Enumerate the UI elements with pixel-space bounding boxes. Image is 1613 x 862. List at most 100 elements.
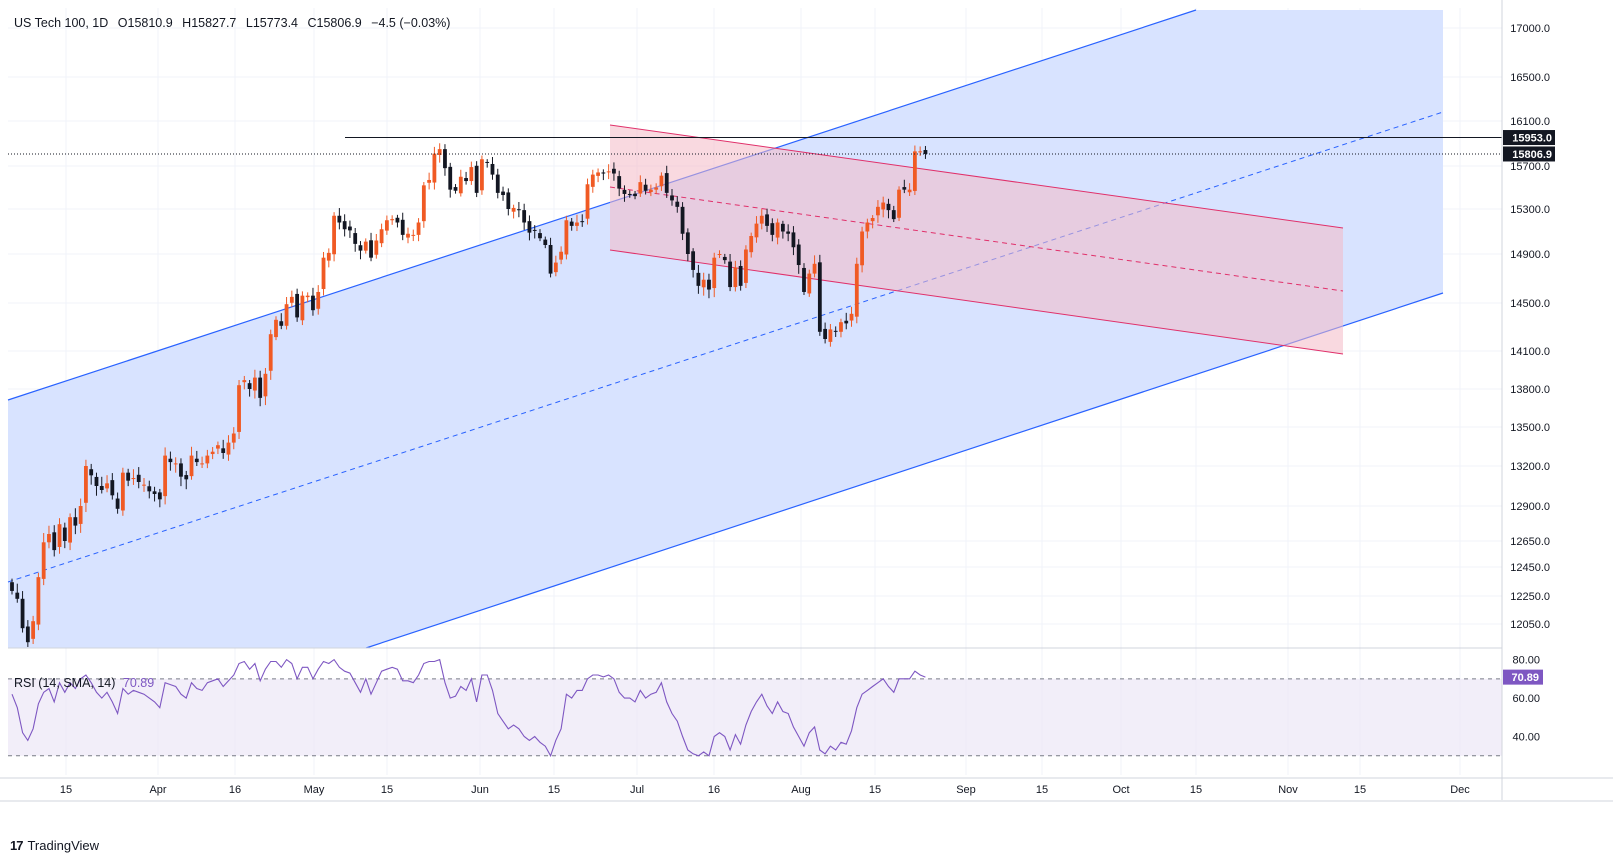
candle-body [73,517,78,526]
candle-body [633,193,637,197]
candle-body [907,189,912,193]
candle-body [400,219,405,235]
time-tick-label: 15 [60,784,72,796]
candle-body [432,153,437,183]
ascending-channel-lower-line [365,292,1444,649]
candle-body [865,222,870,232]
candle-body [99,486,104,490]
price-tick-label: 16500.0 [1510,72,1550,84]
candle-body [47,534,51,543]
candle-body [860,231,864,266]
candle-body [337,215,342,223]
candle-body [94,476,99,486]
rsi-value-tag [1503,669,1543,685]
candle-body [728,261,732,288]
price-tick-label: 12450.0 [1510,562,1550,574]
candle-body [849,313,854,321]
time-tick-label: Aug [791,784,811,796]
candle-body [395,217,400,223]
rsi-panel: 80.00 60.00 40.00 70.89 [8,655,1543,758]
candle-body [722,256,727,261]
candle-body [543,239,548,245]
rsi-tick-label: 80.00 [1512,655,1540,667]
candle-body [765,214,769,226]
candle-body [828,329,833,342]
candle-body [707,279,711,290]
price-label-text: 15953.0 [1512,133,1552,145]
candle-body [274,319,278,338]
tradingview-brand: TradingView [27,838,100,853]
candle-body [638,182,643,194]
candle-body [495,174,500,193]
candle-body [617,176,622,189]
candle-body [358,245,363,251]
time-tick-label: Oct [1112,784,1129,796]
candle-body [105,483,109,489]
candlestick-series [10,143,928,647]
candle-body [891,210,896,220]
candle-body [670,195,674,201]
time-tick-label: 15 [1190,784,1202,796]
candle-body [886,203,891,211]
candle-body [854,263,859,317]
candle-body [680,206,685,234]
candle-body [601,172,606,174]
candle-body [458,176,463,194]
candle-body [157,492,162,500]
descending-channel-upper-line [609,124,1344,229]
candle-body [115,498,120,509]
candle-body [326,252,331,261]
candle-body [923,150,928,154]
candle-body [511,207,516,212]
candle-body [453,187,458,191]
candle-body [796,244,801,266]
rsi-label[interactable]: RSI (14, SMA, 14) [14,676,116,690]
candle-body [701,279,706,288]
candle-body [152,491,157,494]
candle-body [284,304,289,326]
candle-body [25,626,30,643]
candle-body [881,202,886,210]
candle-body [295,293,300,318]
candle-body [564,220,569,255]
candle-body [216,445,220,449]
time-tick-label: 15 [548,784,560,796]
candle-body [596,172,600,176]
candle-body [20,598,25,629]
candle-body [205,455,210,464]
candle-body [897,189,901,218]
candle-body [839,322,843,332]
candle-body [184,475,189,480]
rsi-line [11,658,926,758]
ascending-channel-upper-line [7,9,1197,401]
time-tick-label: 16 [708,784,720,796]
candle-body [342,221,347,230]
symbol-label[interactable]: US Tech 100, 1D [14,16,109,30]
candle-body [770,223,775,235]
candle-body [316,291,321,309]
rsi-tick-label: 60.00 [1512,693,1540,705]
candle-body [538,233,542,239]
candle-body [189,455,194,477]
candle-body [918,151,923,153]
tradingview-logo[interactable]: 17 TradingView [10,838,99,853]
time-tick-label: Apr [149,784,166,796]
low-value: L15773.4 [245,16,299,30]
candle-body [675,201,680,207]
candle-body [68,517,72,543]
candle-body [807,273,812,294]
candle-body [311,295,315,311]
candle-body [321,257,326,290]
candle-body [411,234,416,236]
candle-body [802,267,806,292]
price-label-tag [1503,130,1555,146]
candle-body [627,193,632,196]
candle-body [89,469,94,476]
candle-body [870,218,875,222]
candle-body [775,222,780,238]
candle-body [585,184,590,219]
candle-body [374,240,379,255]
candle-body [268,334,273,371]
candle-body [527,221,532,233]
rsi-tick-label: 40.00 [1512,732,1540,744]
